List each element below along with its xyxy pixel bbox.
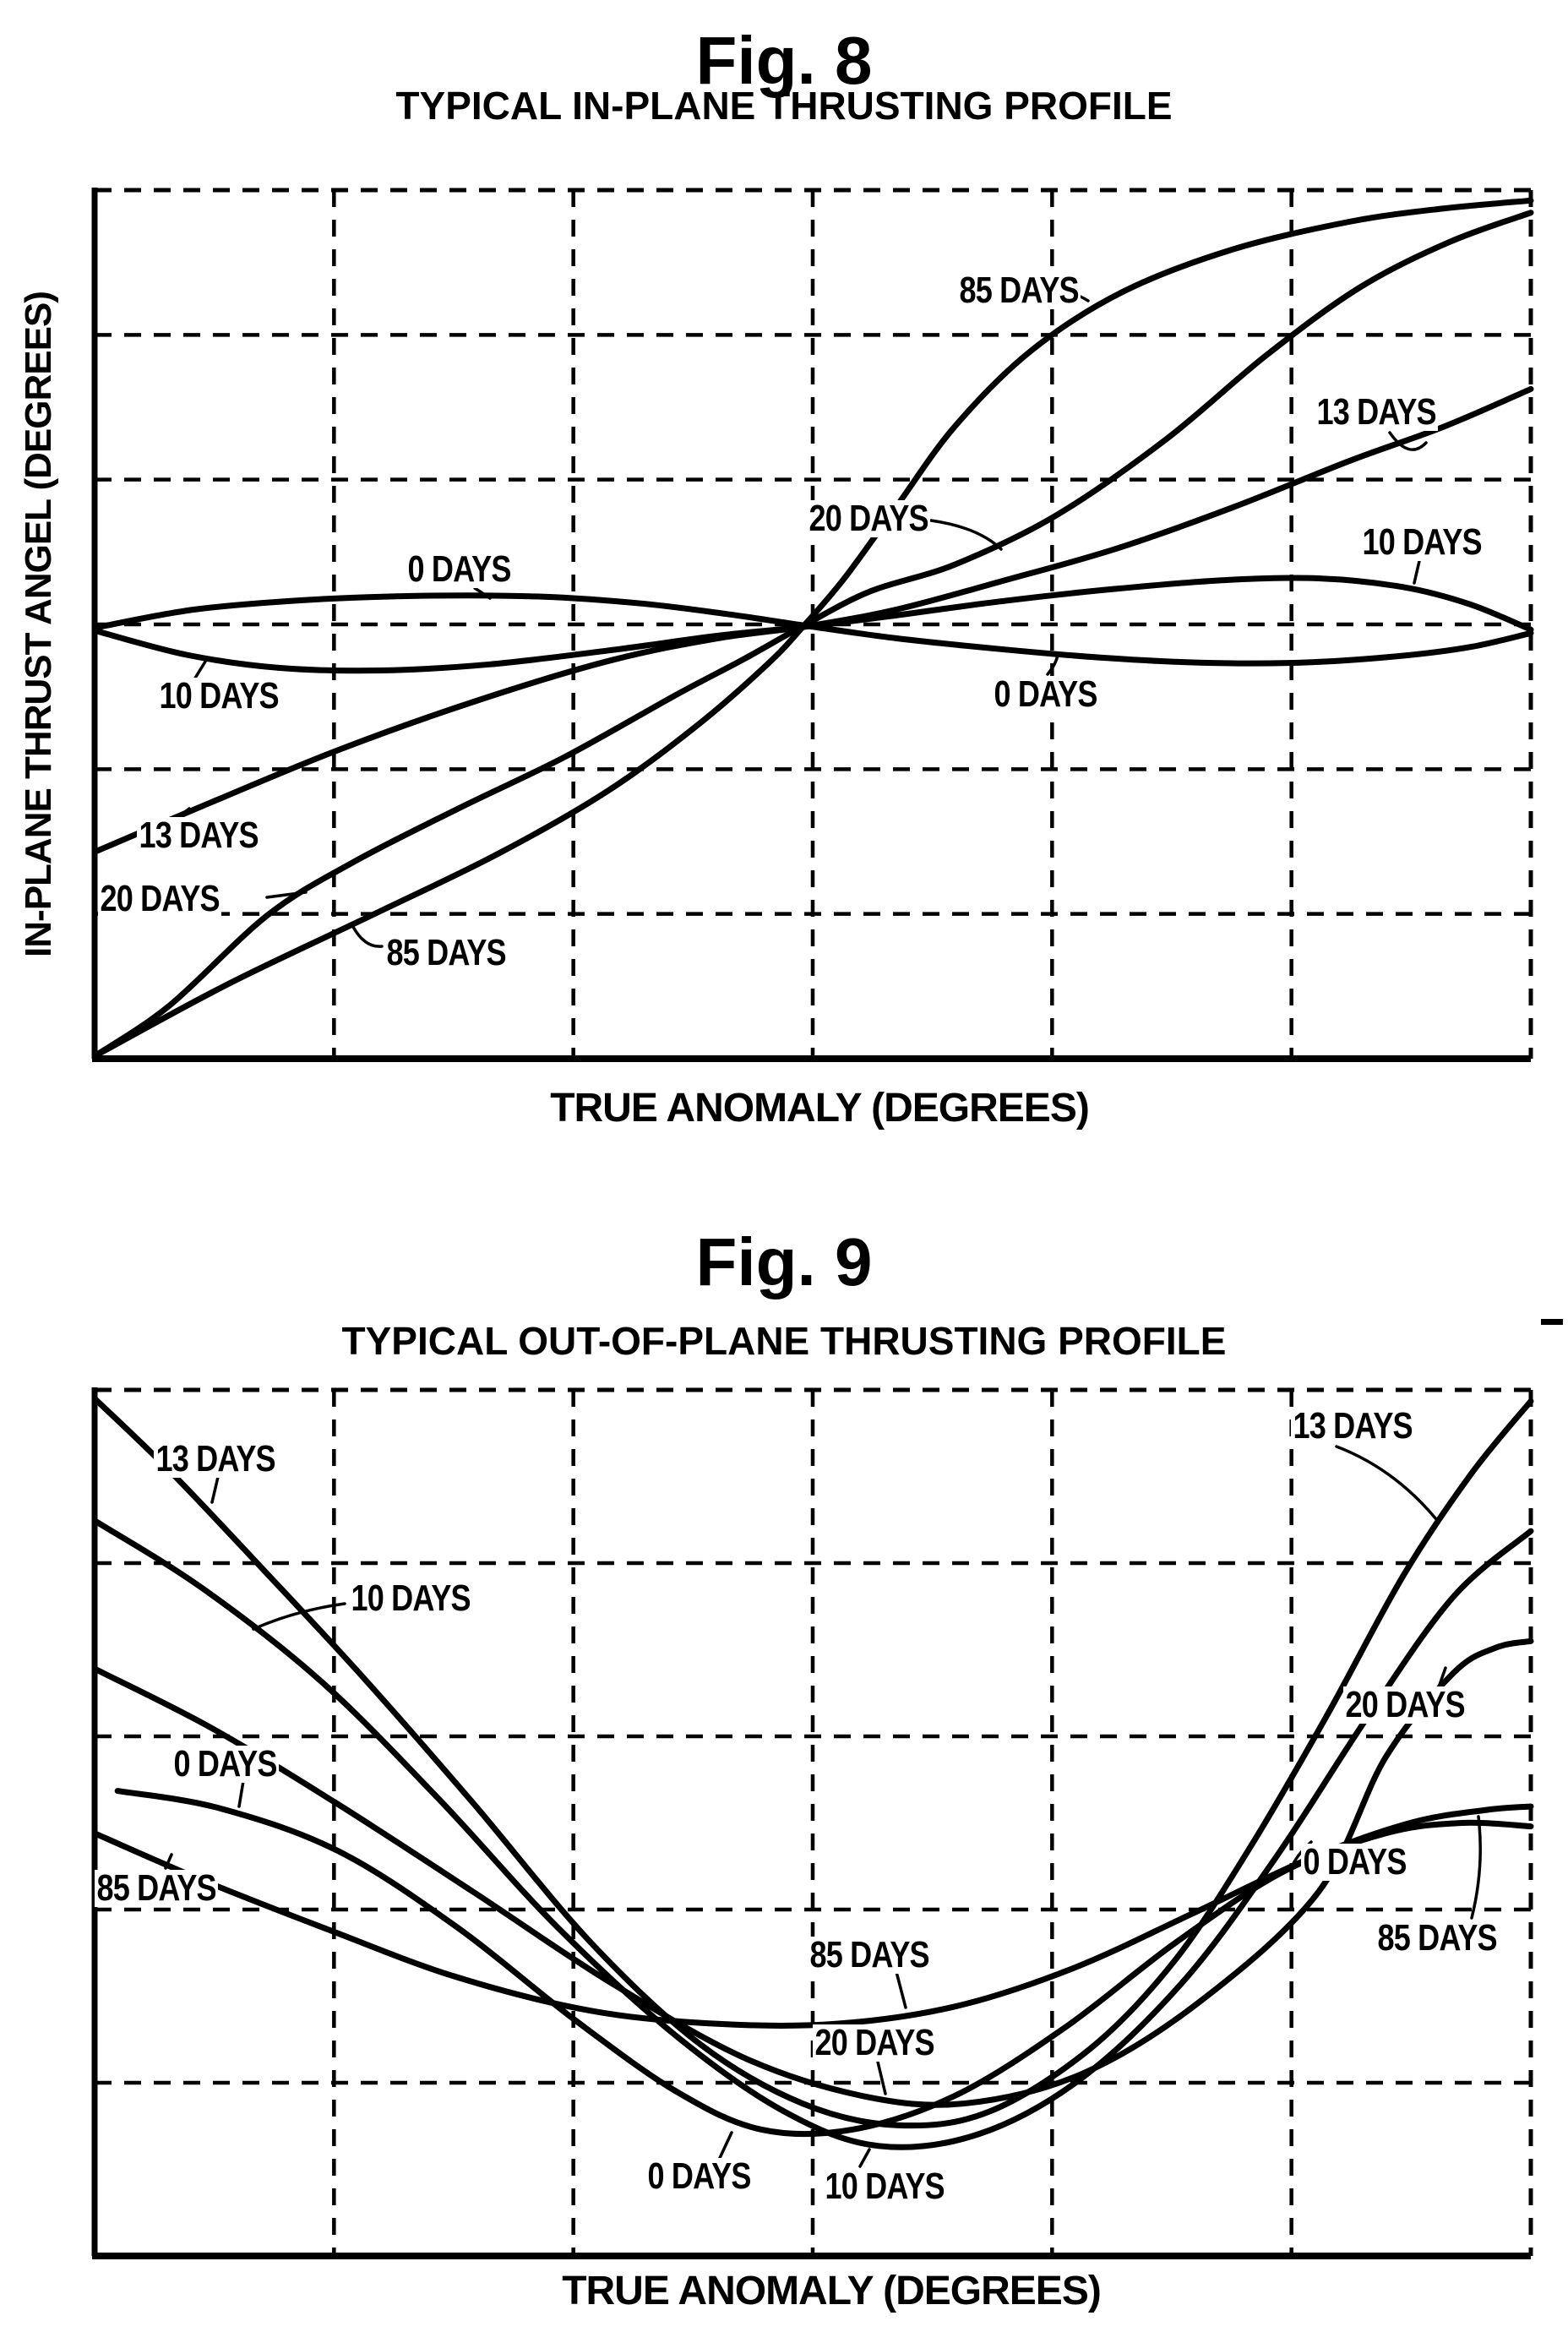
figure8-leader-6 <box>1388 431 1428 451</box>
figure9-leader-3 <box>164 1853 173 1870</box>
figure9-leader-7 <box>1470 1815 1482 1920</box>
figure8-leader-4 <box>351 925 384 948</box>
figure8-curve-85-days <box>91 197 1534 1060</box>
figure9-leader-2 <box>237 1779 245 1808</box>
figure9-leader-5 <box>1438 1666 1447 1686</box>
figure8-leader-8 <box>1413 559 1421 585</box>
figure8-leader-9 <box>1046 653 1059 676</box>
figure8-curve-10-days <box>91 575 1534 674</box>
figure9-leader-0 <box>210 1475 220 1504</box>
figure8-leader-1 <box>193 660 207 681</box>
figure8-leader-5 <box>1054 287 1090 302</box>
figure9-curve-85-days <box>91 1803 1534 2030</box>
figure8-curve-0-days <box>91 592 1534 667</box>
figure9-leader-1 <box>252 1602 346 1631</box>
figure9-curve-10-days <box>91 1517 1534 2150</box>
figure9-leader-4 <box>1335 1445 1438 1521</box>
figure8-leader-2 <box>177 807 191 818</box>
figure8-leader-7 <box>929 519 1003 551</box>
figure9-leader-11 <box>858 2148 871 2168</box>
figure9-curve-20-days <box>91 1637 1534 2108</box>
figure9-leader-10 <box>718 2131 733 2160</box>
figure9-leader-9 <box>875 2057 887 2095</box>
figure9-leader-8 <box>894 1967 907 2009</box>
figure8-leader-3 <box>265 891 308 899</box>
figure8-leader-0 <box>473 586 492 600</box>
